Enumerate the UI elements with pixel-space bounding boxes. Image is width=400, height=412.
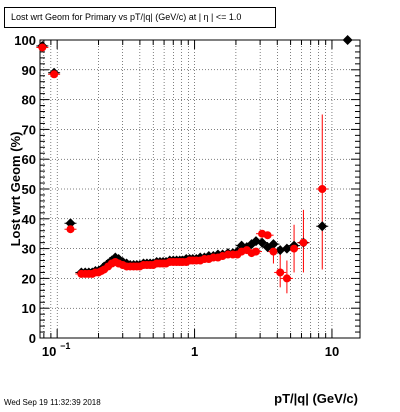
data-point-circle [290, 244, 299, 253]
data-point-diamond [342, 35, 353, 45]
data-point-circle [299, 238, 308, 247]
x-axis-title: pT/|q| (GeV/c) [274, 391, 358, 406]
grid-lines [40, 39, 360, 339]
data-point-circle [263, 231, 272, 240]
data-point-circle [318, 185, 327, 193]
data-point-circle [276, 268, 285, 277]
timestamp: Wed Sep 19 11:32:39 2018 [4, 398, 101, 407]
data-point-circle [251, 247, 260, 256]
y-tick-label: 20 [22, 271, 36, 286]
x-tick-label: 10 [325, 344, 339, 359]
x-tick-label-exponent: −1 [60, 341, 70, 351]
data-points [37, 35, 353, 283]
data-point-diamond [317, 221, 328, 232]
data-point-diamond [275, 245, 286, 256]
data-point-diamond [250, 236, 261, 247]
data-point-circle [282, 274, 291, 283]
data-point-diamond [65, 218, 76, 229]
y-tick-label: 10 [22, 301, 36, 316]
y-tick-label: 0 [29, 331, 36, 346]
chart-title: Lost wrt Geom for Primary vs pT/|q| (GeV… [4, 7, 276, 28]
data-point-diamond [281, 243, 292, 254]
y-tick-label: 40 [22, 212, 36, 227]
y-tick-label: 100 [14, 33, 36, 48]
y-tick-label: 70 [22, 122, 36, 137]
error-bars [36, 39, 354, 294]
y-tick-label: 90 [22, 63, 36, 78]
y-tick-label: 80 [22, 93, 36, 108]
y-tick-label: 60 [22, 152, 36, 167]
data-point-circle [50, 70, 59, 79]
y-tick-label: 50 [22, 182, 36, 197]
data-point-circle [269, 247, 278, 256]
axes: 0 10 20 30 40 50 60 70 80 90 100 10 −1 1 10 [14, 33, 360, 359]
x-tick-label: 1 [191, 344, 198, 359]
y-tick-label: 30 [22, 242, 36, 257]
data-point-circle [38, 43, 47, 52]
y-axis-title: Lost wrt Geom (%) [8, 132, 23, 247]
data-point-diamond [268, 239, 279, 250]
data-point-circle [66, 225, 75, 234]
x-tick-label: 10 [42, 344, 56, 359]
